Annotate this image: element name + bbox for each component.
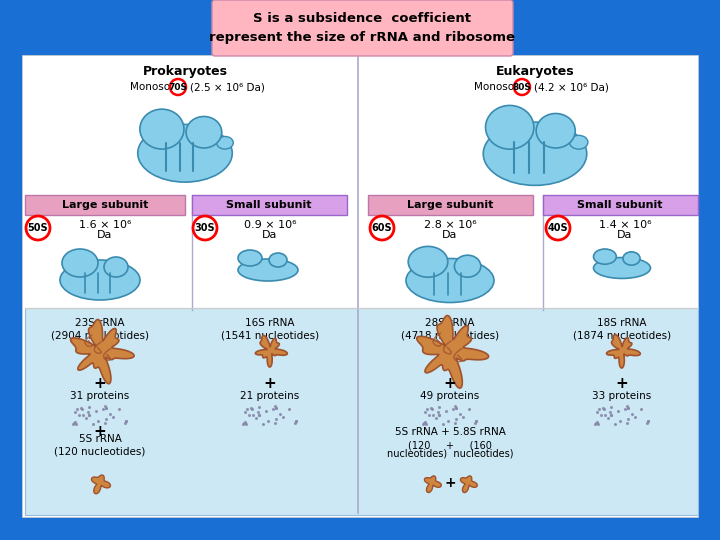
Ellipse shape xyxy=(454,255,481,277)
Text: 5S rRNA
(120 nucleotides): 5S rRNA (120 nucleotides) xyxy=(54,434,145,456)
FancyBboxPatch shape xyxy=(192,195,347,215)
Ellipse shape xyxy=(570,136,588,149)
Text: 50S: 50S xyxy=(27,223,48,233)
Circle shape xyxy=(170,79,186,95)
Text: +: + xyxy=(444,476,456,490)
Text: 60S: 60S xyxy=(372,223,392,233)
Text: 40S: 40S xyxy=(548,223,568,233)
Polygon shape xyxy=(256,335,287,367)
Ellipse shape xyxy=(483,122,587,185)
FancyBboxPatch shape xyxy=(25,195,185,215)
Text: 80S: 80S xyxy=(513,83,531,91)
Ellipse shape xyxy=(238,259,298,281)
Ellipse shape xyxy=(217,137,233,149)
Ellipse shape xyxy=(593,249,616,264)
Polygon shape xyxy=(71,320,134,384)
Circle shape xyxy=(193,216,217,240)
Ellipse shape xyxy=(593,258,650,279)
Text: 2.8 × 10⁶: 2.8 × 10⁶ xyxy=(423,220,477,230)
Text: Da: Da xyxy=(262,230,278,240)
Polygon shape xyxy=(606,334,640,368)
Circle shape xyxy=(370,216,394,240)
Circle shape xyxy=(546,216,570,240)
Text: nucleotides)  nucleotides): nucleotides) nucleotides) xyxy=(387,449,513,459)
Ellipse shape xyxy=(238,250,262,266)
Text: 16S rRNA
(1541 nucleotides): 16S rRNA (1541 nucleotides) xyxy=(221,318,319,340)
Text: 31 proteins: 31 proteins xyxy=(71,391,130,401)
Polygon shape xyxy=(417,315,489,388)
Text: Da: Da xyxy=(442,230,458,240)
Polygon shape xyxy=(424,476,441,492)
FancyBboxPatch shape xyxy=(25,308,698,515)
Ellipse shape xyxy=(408,246,448,277)
Ellipse shape xyxy=(138,124,233,182)
Ellipse shape xyxy=(140,109,184,149)
Text: 5S rRNA + 5.8S rRNA: 5S rRNA + 5.8S rRNA xyxy=(395,427,505,437)
Text: 18S rRNA
(1874 nucleotides): 18S rRNA (1874 nucleotides) xyxy=(573,318,671,340)
Text: 21 proteins: 21 proteins xyxy=(240,391,300,401)
Circle shape xyxy=(26,216,50,240)
Text: 49 proteins: 49 proteins xyxy=(420,391,480,401)
Text: +: + xyxy=(94,375,107,390)
Text: Da: Da xyxy=(617,230,633,240)
Text: +: + xyxy=(444,375,456,390)
Text: 28S rRNA
(4718 nucleotides): 28S rRNA (4718 nucleotides) xyxy=(401,318,499,340)
Ellipse shape xyxy=(406,259,494,302)
Text: Da: Da xyxy=(97,230,113,240)
Ellipse shape xyxy=(485,105,534,149)
Polygon shape xyxy=(460,476,477,492)
Text: Monosome: Monosome xyxy=(474,82,534,92)
Ellipse shape xyxy=(269,253,287,267)
Text: 33 proteins: 33 proteins xyxy=(593,391,652,401)
Ellipse shape xyxy=(623,252,640,265)
Ellipse shape xyxy=(62,249,98,277)
Text: (120     +     (160: (120 + (160 xyxy=(408,440,492,450)
Text: +: + xyxy=(616,375,629,390)
FancyBboxPatch shape xyxy=(22,55,698,517)
Text: S is a subsidence  coefficient
represent the size of rRNA and ribosome: S is a subsidence coefficient represent … xyxy=(209,12,515,44)
Text: (2.5 × 10⁶ Da): (2.5 × 10⁶ Da) xyxy=(190,82,265,92)
Text: Small subunit: Small subunit xyxy=(577,200,662,210)
Text: Prokaryotes: Prokaryotes xyxy=(143,65,228,78)
Text: 1.4 × 10⁶: 1.4 × 10⁶ xyxy=(599,220,652,230)
Polygon shape xyxy=(91,475,110,494)
Text: (4.2 × 10⁶ Da): (4.2 × 10⁶ Da) xyxy=(534,82,609,92)
FancyBboxPatch shape xyxy=(368,195,533,215)
Ellipse shape xyxy=(104,257,128,277)
Circle shape xyxy=(514,79,530,95)
Text: Eukaryotes: Eukaryotes xyxy=(495,65,575,78)
Text: 1.6 × 10⁶: 1.6 × 10⁶ xyxy=(78,220,131,230)
Text: +: + xyxy=(94,424,107,440)
Text: 23S rRNA
(2904 nucleotides): 23S rRNA (2904 nucleotides) xyxy=(51,318,149,340)
FancyBboxPatch shape xyxy=(212,0,513,56)
Text: Large subunit: Large subunit xyxy=(407,200,493,210)
Text: 70S: 70S xyxy=(168,83,187,91)
Text: 0.9 × 10⁶: 0.9 × 10⁶ xyxy=(244,220,296,230)
Text: Monosome: Monosome xyxy=(130,82,190,92)
Text: 30S: 30S xyxy=(194,223,215,233)
Text: Large subunit: Large subunit xyxy=(62,200,148,210)
FancyBboxPatch shape xyxy=(543,195,698,215)
Ellipse shape xyxy=(60,260,140,300)
Text: Small subunit: Small subunit xyxy=(226,200,312,210)
Ellipse shape xyxy=(186,117,222,148)
Text: +: + xyxy=(264,375,276,390)
Ellipse shape xyxy=(536,113,575,148)
